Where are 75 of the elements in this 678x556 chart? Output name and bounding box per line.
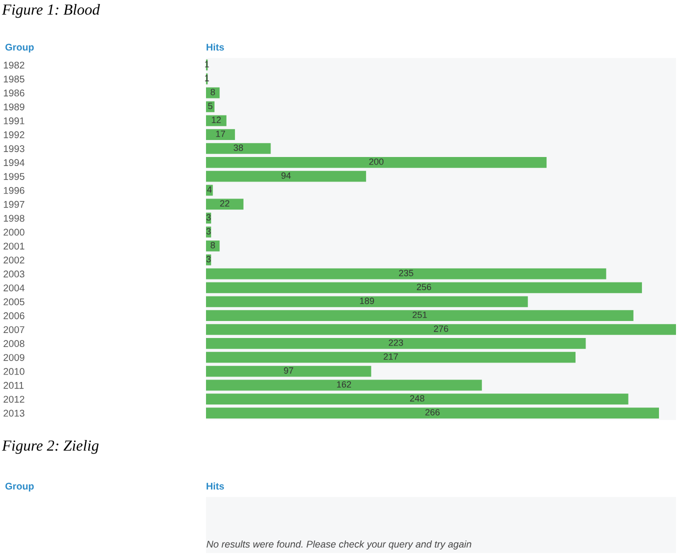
y-tick-label: 1998 bbox=[4, 214, 24, 222]
bar bbox=[206, 240, 220, 252]
y-tick-label: 1996 bbox=[4, 187, 24, 194]
y-axis-title: Group bbox=[5, 44, 34, 53]
data-label: 8 bbox=[210, 88, 215, 96]
text: No results were found. Please check your query and try again bbox=[206, 540, 472, 550]
y-tick-label: 2001 bbox=[4, 242, 24, 250]
bar bbox=[206, 296, 528, 308]
y-tick-label: 1985 bbox=[4, 76, 24, 83]
data-label: 97 bbox=[284, 367, 294, 374]
data-label: 5 bbox=[208, 102, 212, 110]
bar bbox=[206, 143, 271, 154]
bar bbox=[206, 338, 586, 349]
y-tick-label: 2006 bbox=[4, 312, 24, 320]
data-label: 3 bbox=[206, 256, 211, 262]
y-tick-label: 1994 bbox=[4, 159, 24, 166]
data-label: 189 bbox=[360, 298, 374, 304]
bar bbox=[206, 352, 576, 363]
data-label: 217 bbox=[384, 353, 398, 360]
data-label: 256 bbox=[416, 284, 432, 290]
bar bbox=[206, 156, 547, 168]
y-tick-label: 1991 bbox=[4, 117, 24, 124]
bar bbox=[206, 324, 676, 335]
y-tick-label: 1993 bbox=[4, 145, 24, 152]
data-label: 3 bbox=[206, 228, 211, 234]
y-tick-label: 2007 bbox=[4, 326, 24, 334]
y-tick-label: 1992 bbox=[4, 131, 24, 138]
data-label: 223 bbox=[388, 339, 404, 346]
data-label: 94 bbox=[281, 172, 291, 179]
y-tick-label: 1997 bbox=[4, 200, 24, 208]
y-tick-label: 1989 bbox=[4, 103, 24, 110]
x-axis-title: Hits bbox=[206, 43, 224, 51]
y-tick-label: 2004 bbox=[4, 284, 24, 292]
bar bbox=[206, 268, 606, 280]
y-tick-label: 2005 bbox=[4, 298, 24, 306]
data-label: 12 bbox=[212, 116, 221, 123]
data-label: 248 bbox=[410, 395, 424, 402]
bar bbox=[206, 129, 235, 140]
data-label: 200 bbox=[369, 158, 384, 165]
data-label: 8 bbox=[210, 242, 215, 248]
text: Figure 2: Zielig bbox=[2, 440, 99, 454]
data-label: 3 bbox=[206, 214, 211, 221]
data-label: 162 bbox=[337, 381, 352, 388]
y-tick-label: 1982 bbox=[4, 62, 24, 69]
bar bbox=[206, 394, 628, 405]
bar bbox=[206, 380, 482, 391]
y-tick-label: 2011 bbox=[4, 382, 24, 389]
data-label: 251 bbox=[412, 312, 427, 318]
data-label: 38 bbox=[234, 144, 243, 151]
data-label: 266 bbox=[425, 409, 440, 416]
data-label: 22 bbox=[220, 200, 230, 207]
y-tick-label: 1995 bbox=[4, 173, 24, 180]
data-label: 235 bbox=[399, 270, 414, 276]
bar bbox=[206, 170, 366, 182]
data-label: 276 bbox=[434, 326, 448, 332]
bar bbox=[206, 408, 659, 418]
y-tick-label: 2009 bbox=[4, 354, 24, 361]
bar bbox=[206, 282, 642, 294]
y-tick-label: 2002 bbox=[4, 256, 24, 264]
text: Figure 1: Blood bbox=[2, 4, 100, 18]
text: Hits bbox=[206, 482, 224, 490]
y-tick-label: 2013 bbox=[4, 410, 24, 417]
bar bbox=[206, 366, 372, 377]
bar bbox=[206, 310, 634, 322]
bar bbox=[206, 198, 244, 210]
data-label: 4 bbox=[207, 186, 212, 193]
y-tick-label: 2003 bbox=[4, 270, 24, 278]
y-tick-label: 2008 bbox=[4, 340, 24, 348]
bar bbox=[206, 115, 226, 126]
text: Group bbox=[5, 482, 34, 492]
y-tick-label: 2012 bbox=[4, 396, 24, 403]
y-tick-label: 1986 bbox=[4, 90, 24, 96]
data-label: 17 bbox=[216, 130, 226, 137]
y-tick-label: 2000 bbox=[4, 228, 24, 236]
y-tick-label: 2010 bbox=[4, 368, 24, 375]
